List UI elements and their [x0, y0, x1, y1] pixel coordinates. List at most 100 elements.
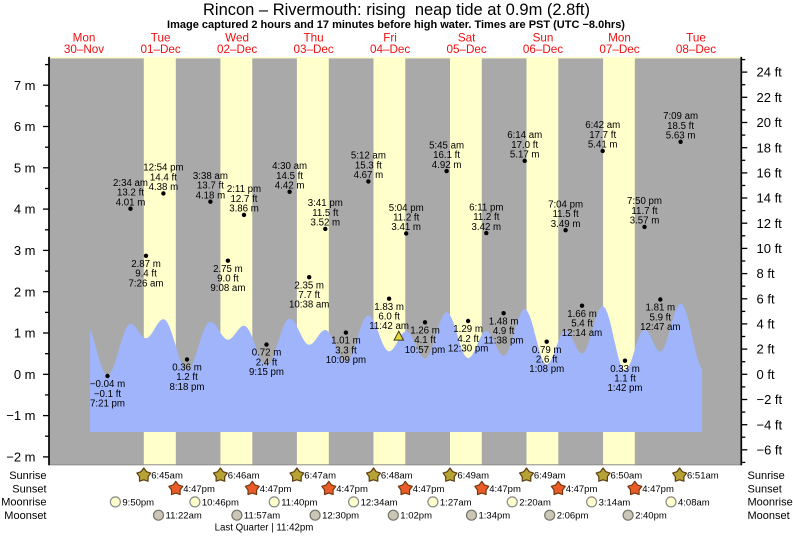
svg-text:Image captured 2 hours and 17: Image captured 2 hours and 17 minutes be…: [167, 19, 625, 31]
svg-text:Mon: Mon: [608, 31, 631, 44]
svg-text:Thu: Thu: [304, 31, 324, 44]
svg-text:11:40pm: 11:40pm: [281, 497, 317, 508]
svg-text:14 ft: 14 ft: [757, 191, 783, 206]
svg-text:3:14am: 3:14am: [599, 497, 631, 508]
svg-text:24 ft: 24 ft: [757, 65, 783, 80]
svg-text:4.92 m: 4.92 m: [432, 160, 462, 171]
svg-text:Sun: Sun: [533, 31, 554, 44]
svg-text:Fri: Fri: [383, 31, 397, 44]
svg-text:0.79 m: 0.79 m: [532, 345, 562, 356]
svg-text:4.18 m: 4.18 m: [196, 190, 226, 201]
svg-text:10:46pm: 10:46pm: [202, 497, 239, 508]
svg-text:12:47 am: 12:47 am: [640, 322, 680, 333]
svg-text:Sunset: Sunset: [748, 483, 782, 495]
svg-text:4.1 ft: 4.1 ft: [414, 335, 436, 346]
svg-text:01–Dec: 01–Dec: [140, 43, 180, 56]
svg-text:03–Dec: 03–Dec: [293, 43, 333, 56]
svg-text:06–Dec: 06–Dec: [523, 43, 563, 56]
svg-text:6:46am: 6:46am: [228, 471, 260, 482]
svg-text:Wed: Wed: [225, 31, 249, 44]
svg-text:1.83 m: 1.83 m: [374, 302, 404, 313]
svg-text:2:06pm: 2:06pm: [557, 511, 589, 522]
svg-text:9.4 ft: 9.4 ft: [135, 269, 157, 280]
svg-text:08–Dec: 08–Dec: [676, 43, 716, 56]
svg-text:7:21 pm: 7:21 pm: [90, 399, 125, 410]
svg-text:−4 ft: −4 ft: [757, 417, 783, 432]
svg-text:3:38 am: 3:38 am: [193, 171, 228, 182]
svg-text:1:42 pm: 1:42 pm: [607, 383, 642, 394]
svg-text:2:34 am: 2:34 am: [113, 178, 148, 189]
svg-text:11.2 ft: 11.2 ft: [393, 213, 420, 224]
svg-text:0 m: 0 m: [14, 367, 36, 382]
svg-text:11.2 ft: 11.2 ft: [473, 212, 500, 223]
svg-text:7:50 pm: 7:50 pm: [627, 196, 662, 207]
svg-text:Mon: Mon: [73, 31, 96, 44]
svg-text:12:14 am: 12:14 am: [562, 328, 602, 339]
svg-text:0.33 m: 0.33 m: [610, 364, 640, 375]
svg-text:4:47pm: 4:47pm: [260, 484, 292, 495]
svg-text:3.3 ft: 3.3 ft: [335, 345, 357, 356]
svg-text:11.5 ft: 11.5 ft: [552, 209, 579, 220]
svg-text:3.41 m: 3.41 m: [391, 222, 421, 233]
svg-text:9:50pm: 9:50pm: [122, 497, 154, 508]
svg-text:7:04 pm: 7:04 pm: [548, 200, 583, 211]
svg-text:4.2 ft: 4.2 ft: [457, 334, 479, 345]
svg-text:10:09 pm: 10:09 pm: [326, 355, 366, 366]
svg-text:3.52 m: 3.52 m: [310, 218, 340, 229]
svg-text:7 m: 7 m: [14, 78, 36, 93]
svg-text:3:41 pm: 3:41 pm: [308, 198, 343, 209]
svg-text:4:47pm: 4:47pm: [489, 484, 521, 495]
svg-text:9:15 pm: 9:15 pm: [249, 367, 284, 378]
svg-text:4:47pm: 4:47pm: [336, 484, 368, 495]
svg-text:5.17 m: 5.17 m: [510, 150, 540, 161]
svg-text:4.38 m: 4.38 m: [149, 182, 179, 193]
svg-text:5:04 pm: 5:04 pm: [389, 203, 424, 214]
svg-text:11:57am: 11:57am: [244, 511, 280, 522]
svg-text:−2 ft: −2 ft: [757, 392, 783, 407]
svg-text:−1 m: −1 m: [6, 408, 35, 423]
svg-text:−6 ft: −6 ft: [757, 442, 783, 457]
svg-text:6 m: 6 m: [14, 119, 36, 134]
svg-text:30–Nov: 30–Nov: [64, 43, 104, 56]
svg-text:04–Dec: 04–Dec: [370, 43, 410, 56]
svg-text:20 ft: 20 ft: [757, 115, 783, 130]
svg-text:6:42 am: 6:42 am: [585, 120, 620, 131]
svg-text:4:47pm: 4:47pm: [642, 484, 674, 495]
svg-text:Moonset: Moonset: [748, 510, 790, 522]
svg-text:15.3 ft: 15.3 ft: [355, 160, 382, 171]
svg-text:2.6 ft: 2.6 ft: [536, 355, 558, 366]
svg-text:22 ft: 22 ft: [757, 90, 783, 105]
svg-text:Tue: Tue: [686, 31, 706, 44]
svg-text:1.66 m: 1.66 m: [567, 309, 597, 320]
svg-text:2.35 m: 2.35 m: [294, 280, 324, 291]
svg-text:Sat: Sat: [458, 31, 476, 44]
svg-text:6:11 pm: 6:11 pm: [469, 202, 503, 213]
svg-text:4:47pm: 4:47pm: [183, 484, 215, 495]
svg-text:Tue: Tue: [151, 31, 171, 44]
svg-text:11:22am: 11:22am: [166, 511, 202, 522]
svg-text:Moonset: Moonset: [4, 510, 46, 522]
svg-text:1.1 ft: 1.1 ft: [614, 374, 636, 385]
svg-text:Moonrise: Moonrise: [1, 497, 46, 509]
svg-text:0 ft: 0 ft: [757, 367, 775, 382]
svg-text:1:27am: 1:27am: [440, 497, 472, 508]
svg-text:12:54 pm: 12:54 pm: [143, 163, 183, 174]
svg-text:5:45 am: 5:45 am: [429, 140, 464, 151]
svg-text:16.1 ft: 16.1 ft: [433, 150, 460, 161]
svg-text:02–Dec: 02–Dec: [217, 43, 257, 56]
svg-text:4:08am: 4:08am: [678, 497, 710, 508]
svg-text:6:47am: 6:47am: [304, 471, 336, 482]
svg-text:12:30 pm: 12:30 pm: [448, 344, 488, 355]
svg-text:1:34pm: 1:34pm: [479, 511, 511, 522]
svg-text:12 ft: 12 ft: [757, 216, 783, 231]
svg-text:14.4 ft: 14.4 ft: [150, 172, 177, 183]
svg-text:2.4 ft: 2.4 ft: [256, 357, 278, 368]
svg-text:18.5 ft: 18.5 ft: [667, 121, 694, 132]
svg-text:6:49am: 6:49am: [457, 471, 489, 482]
svg-text:Moonrise: Moonrise: [748, 497, 793, 509]
svg-text:6:14 am: 6:14 am: [507, 130, 542, 141]
svg-text:Sunrise: Sunrise: [9, 470, 46, 482]
svg-text:−2 m: −2 m: [6, 450, 35, 465]
svg-text:9:08 am: 9:08 am: [210, 283, 245, 294]
svg-text:4.67 m: 4.67 m: [354, 170, 384, 181]
